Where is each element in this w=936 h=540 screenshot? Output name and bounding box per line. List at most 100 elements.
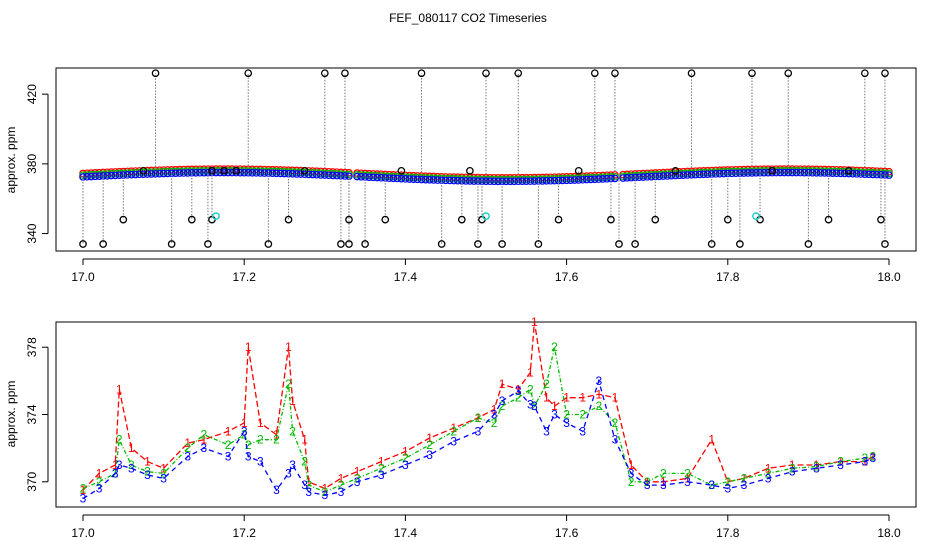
series-3-marker: 3 bbox=[128, 461, 135, 475]
band-point bbox=[240, 168, 249, 177]
series-2-marker: 2 bbox=[112, 466, 119, 480]
band-point bbox=[449, 176, 458, 185]
series-3-marker: 3 bbox=[450, 434, 457, 448]
outlier-point bbox=[345, 240, 353, 248]
band-point bbox=[764, 168, 772, 177]
band-point bbox=[744, 169, 752, 177]
series-2-marker: 2 bbox=[741, 471, 748, 485]
band-point bbox=[772, 168, 780, 177]
series-2-marker: 2 bbox=[628, 475, 635, 489]
band-point bbox=[288, 169, 297, 178]
series-3-marker: 3 bbox=[426, 448, 433, 462]
outlier-point bbox=[99, 240, 108, 248]
band-point bbox=[808, 168, 817, 177]
series-3-marker: 3 bbox=[684, 475, 691, 489]
band-point bbox=[748, 169, 756, 177]
series-1-marker: 1 bbox=[112, 458, 119, 472]
series-2-marker: 2 bbox=[241, 428, 248, 442]
band-point bbox=[95, 172, 103, 180]
series-3-marker: 3 bbox=[241, 424, 248, 438]
series-3-marker: 3 bbox=[475, 424, 482, 438]
band-point bbox=[441, 176, 450, 185]
band-point bbox=[776, 168, 784, 177]
band-point bbox=[466, 177, 474, 185]
band-point bbox=[353, 172, 361, 181]
band-point bbox=[788, 168, 797, 177]
band-point bbox=[462, 177, 470, 185]
series-1-marker: 1 bbox=[531, 315, 538, 329]
band-point bbox=[405, 175, 414, 183]
band-point bbox=[333, 171, 341, 180]
series-cyan bbox=[212, 212, 760, 221]
band-point bbox=[671, 171, 680, 180]
outlier-point bbox=[574, 166, 583, 175]
top-x-tick-label: 17.4 bbox=[394, 270, 418, 284]
series-1-marker: 1 bbox=[245, 340, 252, 354]
series-1-marker: 1 bbox=[612, 391, 619, 405]
band-point bbox=[711, 170, 720, 178]
band-point bbox=[171, 169, 180, 177]
series-1-marker: 1 bbox=[116, 382, 123, 396]
outlier-point bbox=[232, 166, 240, 175]
series-2-marker: 2 bbox=[378, 461, 385, 475]
series-3-marker: 3 bbox=[338, 485, 345, 499]
band-point bbox=[272, 169, 281, 178]
series-3-marker: 3 bbox=[305, 485, 312, 499]
outlier-point bbox=[860, 69, 869, 78]
series-1-marker: 1 bbox=[527, 365, 534, 379]
series-3-marker: 3 bbox=[543, 424, 550, 438]
series-3-marker: 3 bbox=[96, 482, 103, 496]
band-point bbox=[151, 169, 160, 178]
outlier-point bbox=[466, 166, 474, 175]
outlier-point bbox=[687, 69, 696, 78]
band-point bbox=[643, 173, 652, 181]
outlier-point bbox=[651, 215, 660, 224]
band-point bbox=[256, 169, 265, 177]
series-2-marker: 2 bbox=[321, 485, 328, 499]
series-3-marker: 3 bbox=[837, 458, 844, 472]
series-3-marker: 3 bbox=[245, 450, 252, 464]
band-point bbox=[740, 169, 748, 177]
series-1-marker: 1 bbox=[708, 433, 715, 447]
band-point bbox=[663, 172, 672, 180]
outlier-point bbox=[498, 240, 506, 248]
band-point bbox=[566, 176, 575, 184]
band-point bbox=[574, 176, 583, 184]
band-point bbox=[655, 172, 664, 181]
band-point bbox=[828, 169, 837, 177]
series-1-marker: 1 bbox=[765, 461, 772, 475]
band-point bbox=[409, 175, 418, 184]
band-point bbox=[885, 171, 893, 179]
band-point bbox=[139, 170, 148, 179]
outlier-point bbox=[264, 240, 273, 248]
band-point bbox=[780, 168, 789, 177]
series-2-marker: 2 bbox=[531, 399, 538, 413]
band-point bbox=[401, 175, 410, 183]
series-2-marker: 2 bbox=[116, 433, 123, 447]
series-2-marker: 2 bbox=[579, 408, 586, 422]
band-point bbox=[320, 171, 329, 179]
top-y-tick-label: 340 bbox=[25, 223, 39, 243]
series-2-marker: 2 bbox=[708, 478, 715, 492]
band-point bbox=[417, 175, 426, 184]
band-point bbox=[453, 176, 462, 185]
outlier-point bbox=[151, 69, 160, 78]
series-3-marker: 3 bbox=[813, 461, 820, 475]
bottom-y-tick-label: 374 bbox=[25, 404, 39, 424]
band-point bbox=[83, 172, 91, 181]
band-point bbox=[280, 169, 289, 178]
band-point bbox=[87, 172, 95, 181]
outlier-point bbox=[723, 215, 732, 224]
band-point bbox=[558, 176, 567, 185]
series-1-marker: 1 bbox=[515, 382, 522, 396]
series-2-marker: 2 bbox=[225, 438, 232, 452]
series-1-marker: 1 bbox=[128, 441, 135, 455]
series-3-marker: 3 bbox=[644, 478, 651, 492]
band-point bbox=[647, 172, 656, 181]
series-2-marker: 2 bbox=[305, 478, 312, 492]
series-1-marker: 1 bbox=[301, 433, 308, 447]
band-point bbox=[832, 169, 841, 178]
series-3-marker: 3 bbox=[301, 478, 308, 492]
band-point bbox=[159, 169, 168, 178]
